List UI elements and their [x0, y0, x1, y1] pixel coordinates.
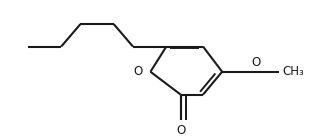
- Text: CH₃: CH₃: [283, 65, 304, 78]
- Text: O: O: [251, 56, 260, 69]
- Text: O: O: [176, 124, 185, 137]
- Text: O: O: [133, 65, 142, 78]
